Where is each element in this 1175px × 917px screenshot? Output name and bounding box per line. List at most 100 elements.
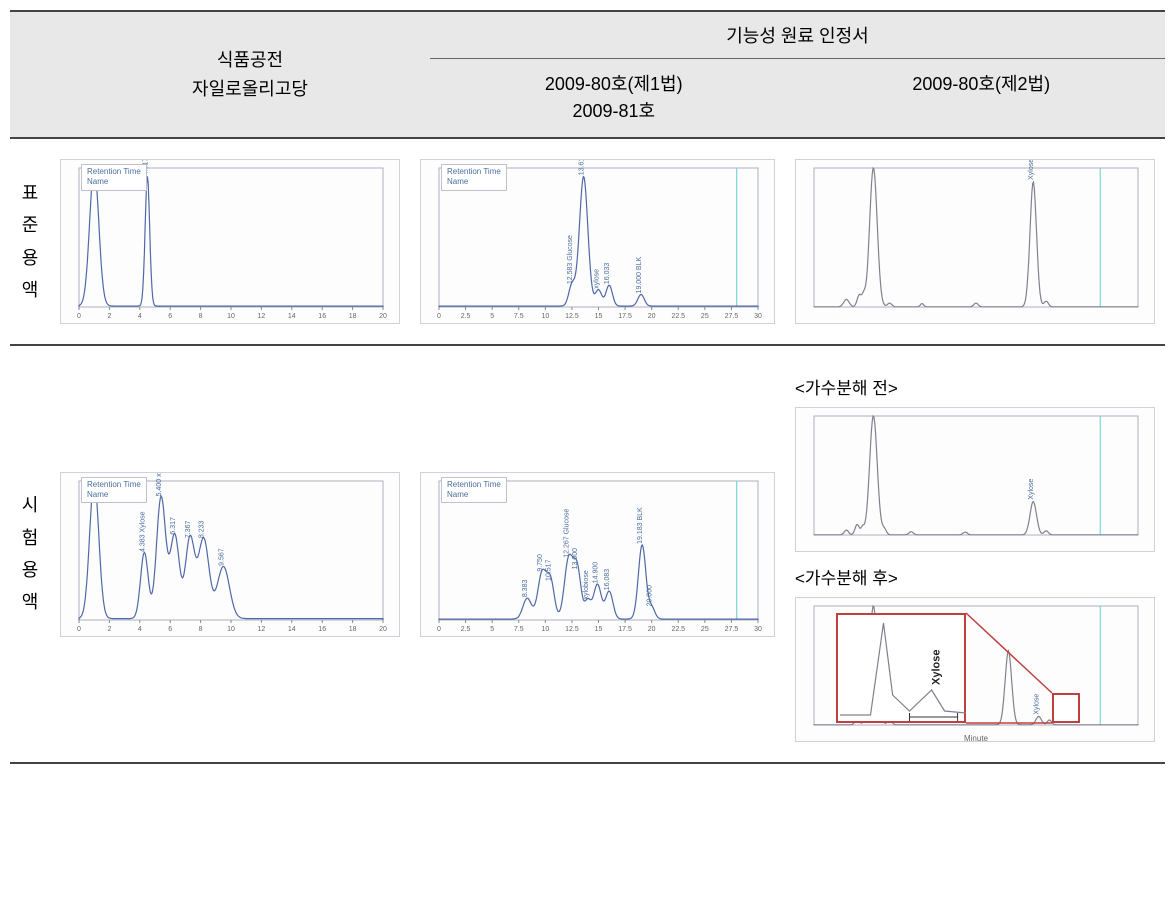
svg-text:16: 16 <box>318 626 326 633</box>
svg-text:27.5: 27.5 <box>725 313 739 320</box>
row-label-header-spacer <box>10 12 70 137</box>
svg-text:13.000: 13.000 <box>572 547 579 569</box>
svg-text:10.517: 10.517 <box>546 559 553 581</box>
svg-text:30: 30 <box>754 313 762 320</box>
svg-text:Xylose: Xylose <box>1028 160 1035 180</box>
svg-text:9.567: 9.567 <box>218 548 225 566</box>
svg-text:15: 15 <box>595 626 603 633</box>
legend-line: Retention Time <box>447 167 501 177</box>
legend-line: Retention Time <box>447 480 501 490</box>
svg-text:7.5: 7.5 <box>514 313 524 320</box>
legend-line: Name <box>447 177 501 187</box>
legend-line: Name <box>87 490 141 500</box>
svg-text:20: 20 <box>379 626 387 633</box>
svg-text:Minute: Minute <box>964 734 989 743</box>
svg-text:13.617: 13.617 <box>579 160 586 175</box>
svg-text:25: 25 <box>701 313 709 320</box>
svg-text:19.000 BLK: 19.000 BLK <box>636 256 643 293</box>
comparison-table: 식품공전 자일로올리고당 기능성 원료 인정서 2009-80호(제1법) 20… <box>10 10 1165 764</box>
svg-text:12.5: 12.5 <box>565 313 579 320</box>
chart-legend: Retention Time Name <box>81 477 147 504</box>
svg-text:4: 4 <box>138 313 142 320</box>
svg-text:19.183 BLK: 19.183 BLK <box>637 506 644 543</box>
chart-legend: Retention Time Name <box>81 164 147 191</box>
legend-line: Name <box>87 177 141 187</box>
test-chart1: Retention Time Name 024681012141618204.3… <box>60 472 400 637</box>
svg-text:6.317: 6.317 <box>170 516 177 534</box>
header-col2-line1: 2009-80호(제1법) <box>442 71 786 98</box>
svg-text:5: 5 <box>490 313 494 320</box>
table-header: 식품공전 자일로올리고당 기능성 원료 인정서 2009-80호(제1법) 20… <box>10 12 1165 139</box>
svg-text:8.233: 8.233 <box>199 520 206 538</box>
label-char: 액 <box>22 586 39 618</box>
label-char: 용 <box>22 554 39 586</box>
legend-line: Retention Time <box>87 167 141 177</box>
svg-text:17.5: 17.5 <box>618 313 632 320</box>
label-char: 시 <box>22 489 39 521</box>
svg-text:8.383: 8.383 <box>522 579 529 597</box>
svg-text:Xylose: Xylose <box>1034 694 1041 715</box>
header-col2: 2009-80호(제1법) 2009-81호 <box>430 59 798 137</box>
svg-text:12.267 Glucose: 12.267 Glucose <box>564 508 571 557</box>
svg-text:Xylose: Xylose <box>1028 479 1035 500</box>
header-col1-line1: 식품공전 <box>217 46 283 75</box>
svg-text:20: 20 <box>648 626 656 633</box>
svg-text:10: 10 <box>541 626 549 633</box>
legend-line: Retention Time <box>87 480 141 490</box>
svg-text:16.083: 16.083 <box>604 568 611 590</box>
test-chart3-after: XyloseMinuteXylose <box>795 597 1155 742</box>
svg-text:12: 12 <box>258 626 266 633</box>
test-chart2: Retention Time Name 02.557.51012.51517.5… <box>420 472 775 637</box>
legend-line: Name <box>447 490 501 500</box>
svg-text:7.367: 7.367 <box>185 520 192 538</box>
svg-text:30: 30 <box>754 626 762 633</box>
svg-text:17.5: 17.5 <box>618 626 632 633</box>
test-chart2-cell: Retention Time Name 02.557.51012.51517.5… <box>410 472 785 637</box>
svg-text:20: 20 <box>379 313 387 320</box>
svg-text:12.583 Glucose: 12.583 Glucose <box>567 235 574 284</box>
zoom-target <box>1052 693 1080 723</box>
header-col1-line2: 자일로올리고당 <box>192 75 308 104</box>
caption-after: <가수분해 후> <box>795 564 1155 589</box>
svg-text:12.5: 12.5 <box>565 626 579 633</box>
svg-text:20.000: 20.000 <box>647 584 654 606</box>
svg-text:6: 6 <box>168 626 172 633</box>
svg-text:8: 8 <box>199 313 203 320</box>
svg-text:22.5: 22.5 <box>671 626 685 633</box>
svg-text:xylobiose: xylobiose <box>583 570 590 599</box>
standard-chart2-cell: Retention Time Name 02.557.51012.51517.5… <box>410 159 785 324</box>
standard-chart1: Retention Time Name 024681012141618204.5… <box>60 159 400 324</box>
svg-text:0: 0 <box>437 626 441 633</box>
svg-text:18: 18 <box>349 313 357 320</box>
label-char: 준 <box>22 209 39 241</box>
svg-text:22.5: 22.5 <box>671 313 685 320</box>
svg-text:12: 12 <box>258 313 266 320</box>
header-col1: 식품공전 자일로올리고당 <box>70 12 430 137</box>
svg-text:18: 18 <box>349 626 357 633</box>
svg-text:5: 5 <box>490 626 494 633</box>
svg-text:0: 0 <box>437 313 441 320</box>
svg-text:2.5: 2.5 <box>461 626 471 633</box>
test-chart1-cell: Retention Time Name 024681012141618204.3… <box>50 472 410 637</box>
standard-chart1-cell: Retention Time Name 024681012141618204.5… <box>50 159 410 324</box>
chart-legend: Retention Time Name <box>441 477 507 504</box>
test-chart3-before: Xylose <box>795 407 1155 552</box>
svg-text:20: 20 <box>648 313 656 320</box>
header-col3: 2009-80호(제2법) <box>798 59 1166 137</box>
svg-text:xylose: xylose <box>594 269 601 289</box>
svg-text:10: 10 <box>227 626 235 633</box>
svg-text:25: 25 <box>701 626 709 633</box>
svg-text:2.5: 2.5 <box>461 313 471 320</box>
row-test: 시 험 용 액 Retention Time Name 024681012141… <box>10 346 1165 764</box>
svg-text:4: 4 <box>138 626 142 633</box>
svg-text:16: 16 <box>318 313 326 320</box>
chart-legend: Retention Time Name <box>441 164 507 191</box>
caption-before: <가수분해 전> <box>795 374 1155 399</box>
svg-text:27.5: 27.5 <box>725 626 739 633</box>
row-standard: 표 준 용 액 Retention Time Name 024681012141… <box>10 139 1165 346</box>
test-chart3-stack: <가수분해 전> Xylose <가수분해 후> XyloseMinuteXyl… <box>795 366 1155 742</box>
svg-text:4.383 Xylose: 4.383 Xylose <box>139 511 146 552</box>
svg-text:0: 0 <box>77 626 81 633</box>
svg-text:9.750: 9.750 <box>537 554 544 572</box>
standard-chart3-cell: Xylose <box>785 159 1165 324</box>
